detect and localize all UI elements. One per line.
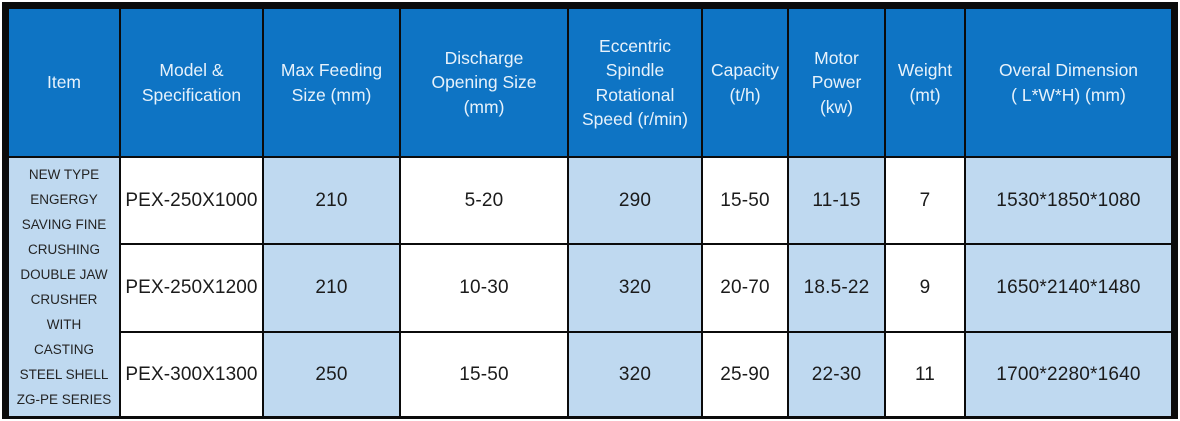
header-cell-discharge: Discharge Opening Size (mm) — [399, 7, 569, 158]
crusher-spec-table: Item Model & Specification Max Feeding S… — [7, 7, 1173, 418]
table-header-row: Item Model & Specification Max Feeding S… — [7, 7, 1173, 158]
discharge-opening-cell: 5-20 — [399, 156, 569, 245]
header-cell-item: Item — [7, 7, 121, 158]
table-row: NEW TYPE ENGERGY SAVING FINE CRUSHING DO… — [7, 156, 1173, 418]
weight-cell: 11 — [884, 331, 966, 418]
max-feeding-cell: 210 — [262, 243, 401, 333]
overall-dimension-cell: 1530*1850*1080 — [964, 156, 1173, 245]
header-cell-dimension: Overal Dimension ( L*W*H) (mm) — [964, 7, 1173, 158]
capacity-cell: 20-70 — [701, 243, 789, 333]
header-cell-weight: Weight (mt) — [884, 7, 966, 158]
header-cell-max-feeding: Max Feeding Size (mm) — [262, 7, 401, 158]
discharge-opening-cell: 15-50 — [399, 331, 569, 418]
motor-power-cell: 11-15 — [787, 156, 886, 245]
header-cell-motor-power: Motor Power (kw) — [787, 7, 886, 158]
model-cell: PEX-250X1000 — [119, 156, 264, 245]
table-row: PEX-250X1200 210 10-30 320 20-70 18.5-22… — [8, 243, 1173, 333]
motor-power-cell: 22-30 — [787, 331, 886, 418]
weight-cell: 9 — [884, 243, 966, 333]
table-row: PEX-300X1300 250 15-50 320 25-90 22-30 1… — [8, 331, 1173, 418]
spindle-speed-cell: 320 — [567, 331, 703, 418]
capacity-cell: 15-50 — [701, 156, 789, 245]
header-cell-capacity: Capacity (t/h) — [701, 7, 789, 158]
overall-dimension-cell: 1700*2280*1640 — [964, 331, 1173, 418]
max-feeding-cell: 250 — [262, 331, 401, 418]
header-cell-model: Model & Specification — [119, 7, 264, 158]
item-description-cell: NEW TYPE ENGERGY SAVING FINE CRUSHING DO… — [7, 156, 121, 418]
max-feeding-cell: 210 — [262, 156, 401, 245]
model-cell: PEX-300X1300 — [119, 331, 264, 418]
spindle-speed-cell: 320 — [567, 243, 703, 333]
motor-power-cell: 18.5-22 — [787, 243, 886, 333]
header-cell-spindle-speed: Eccentric Spindle Rotational Speed (r/mi… — [567, 7, 703, 158]
discharge-opening-cell: 10-30 — [399, 243, 569, 333]
overall-dimension-cell: 1650*2140*1480 — [964, 243, 1173, 333]
weight-cell: 7 — [884, 156, 966, 245]
capacity-cell: 25-90 — [701, 331, 789, 418]
spindle-speed-cell: 290 — [567, 156, 703, 245]
model-cell: PEX-250X1200 — [119, 243, 264, 333]
